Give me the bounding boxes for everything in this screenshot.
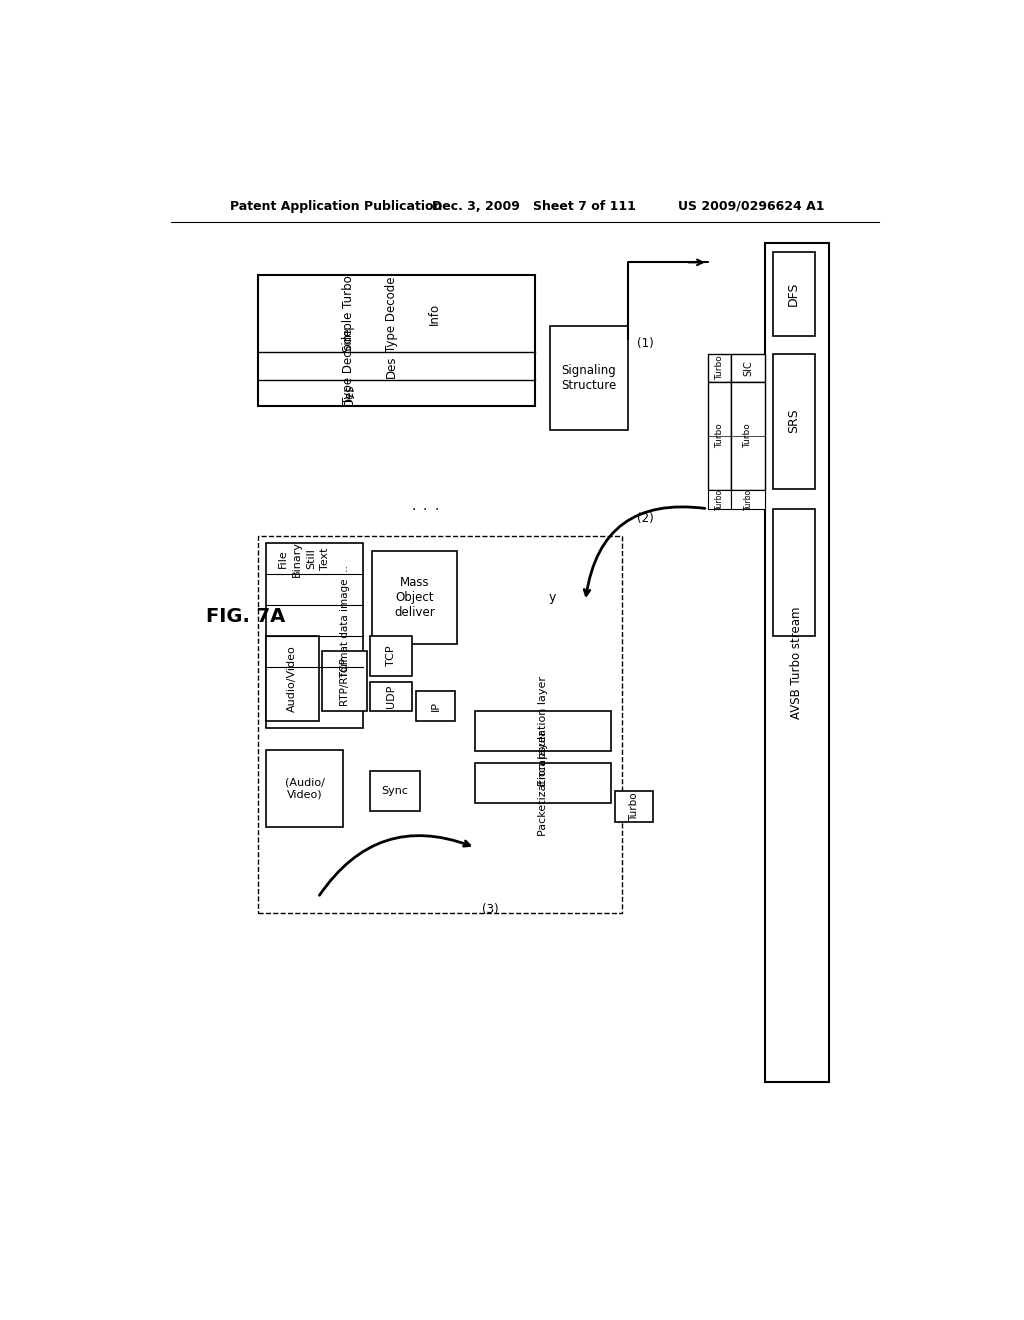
Bar [765, 243, 828, 1082]
Text: File: File [278, 549, 288, 568]
Bar [266, 750, 343, 826]
Text: Patent Application Publication: Patent Application Publication [230, 199, 442, 213]
Text: y: y [549, 591, 556, 603]
Bar [475, 711, 611, 751]
Bar [731, 354, 765, 381]
Bar [708, 354, 731, 381]
Bar [475, 763, 611, 803]
Bar [773, 508, 815, 636]
Text: Still: Still [306, 548, 315, 569]
Text: Signaling
Structure: Signaling Structure [561, 364, 616, 392]
Text: FIG. 7A: FIG. 7A [206, 607, 285, 626]
Bar [322, 651, 367, 711]
Bar [708, 490, 731, 508]
Text: Dec. 3, 2009   Sheet 7 of 111: Dec. 3, 2009 Sheet 7 of 111 [432, 199, 636, 213]
Text: Audio/Video: Audio/Video [288, 644, 297, 711]
Bar [731, 490, 765, 508]
Text: IP: IP [431, 701, 440, 711]
Text: Type Decode: Type Decode [385, 276, 398, 351]
Text: .: . [411, 499, 416, 513]
Text: SIC: SIC [743, 360, 753, 376]
Bar [731, 381, 765, 490]
Text: (1): (1) [637, 337, 654, 350]
Text: Sync: Sync [381, 785, 409, 796]
Text: (Audio/
Video): (Audio/ Video) [285, 777, 325, 799]
Bar [370, 682, 413, 711]
Text: Des: Des [385, 355, 398, 378]
Bar [417, 692, 455, 721]
Bar [266, 636, 318, 721]
Text: Turbo: Turbo [743, 488, 753, 510]
Bar [614, 792, 653, 822]
Text: Turbo: Turbo [629, 792, 639, 821]
Text: Turbo: Turbo [715, 488, 724, 510]
Text: TCP: TCP [386, 645, 395, 667]
Text: UDP: UDP [386, 685, 395, 709]
Text: Turbo: Turbo [743, 424, 753, 447]
Text: .: . [423, 499, 427, 513]
Bar [266, 544, 362, 729]
Bar [708, 381, 731, 490]
Bar [773, 252, 815, 335]
Bar [370, 771, 420, 810]
Bar [773, 354, 815, 488]
Text: RTP/RTCP: RTP/RTCP [339, 657, 349, 705]
Bar [258, 536, 623, 913]
Text: US 2009/0296624 A1: US 2009/0296624 A1 [678, 199, 824, 213]
Text: Text: Text [319, 548, 330, 570]
Text: Turbo: Turbo [715, 355, 724, 380]
Bar [372, 552, 458, 644]
Text: (2): (2) [637, 512, 654, 525]
Text: SRS: SRS [787, 409, 800, 433]
Text: Info: Info [428, 302, 440, 325]
Text: Type Decode: Type Decode [342, 329, 355, 404]
Bar [258, 276, 535, 407]
Text: Binary: Binary [292, 541, 302, 577]
Text: AVSB Turbo stream: AVSB Turbo stream [791, 606, 803, 719]
Text: Turbo: Turbo [715, 424, 724, 447]
Text: Packetization layer: Packetization layer [538, 730, 548, 836]
Text: .: . [434, 499, 438, 513]
Text: Mass
Object
deliver: Mass Object deliver [394, 576, 435, 619]
Bar [550, 326, 628, 430]
Text: (3): (3) [482, 903, 499, 916]
Text: format data image ...: format data image ... [340, 565, 350, 676]
Bar [370, 636, 413, 676]
Text: Simple Turbo: Simple Turbo [342, 276, 355, 352]
Text: DFS: DFS [787, 281, 800, 306]
Text: Des: Des [342, 384, 355, 407]
Text: Encapsulation layer: Encapsulation layer [538, 676, 548, 787]
